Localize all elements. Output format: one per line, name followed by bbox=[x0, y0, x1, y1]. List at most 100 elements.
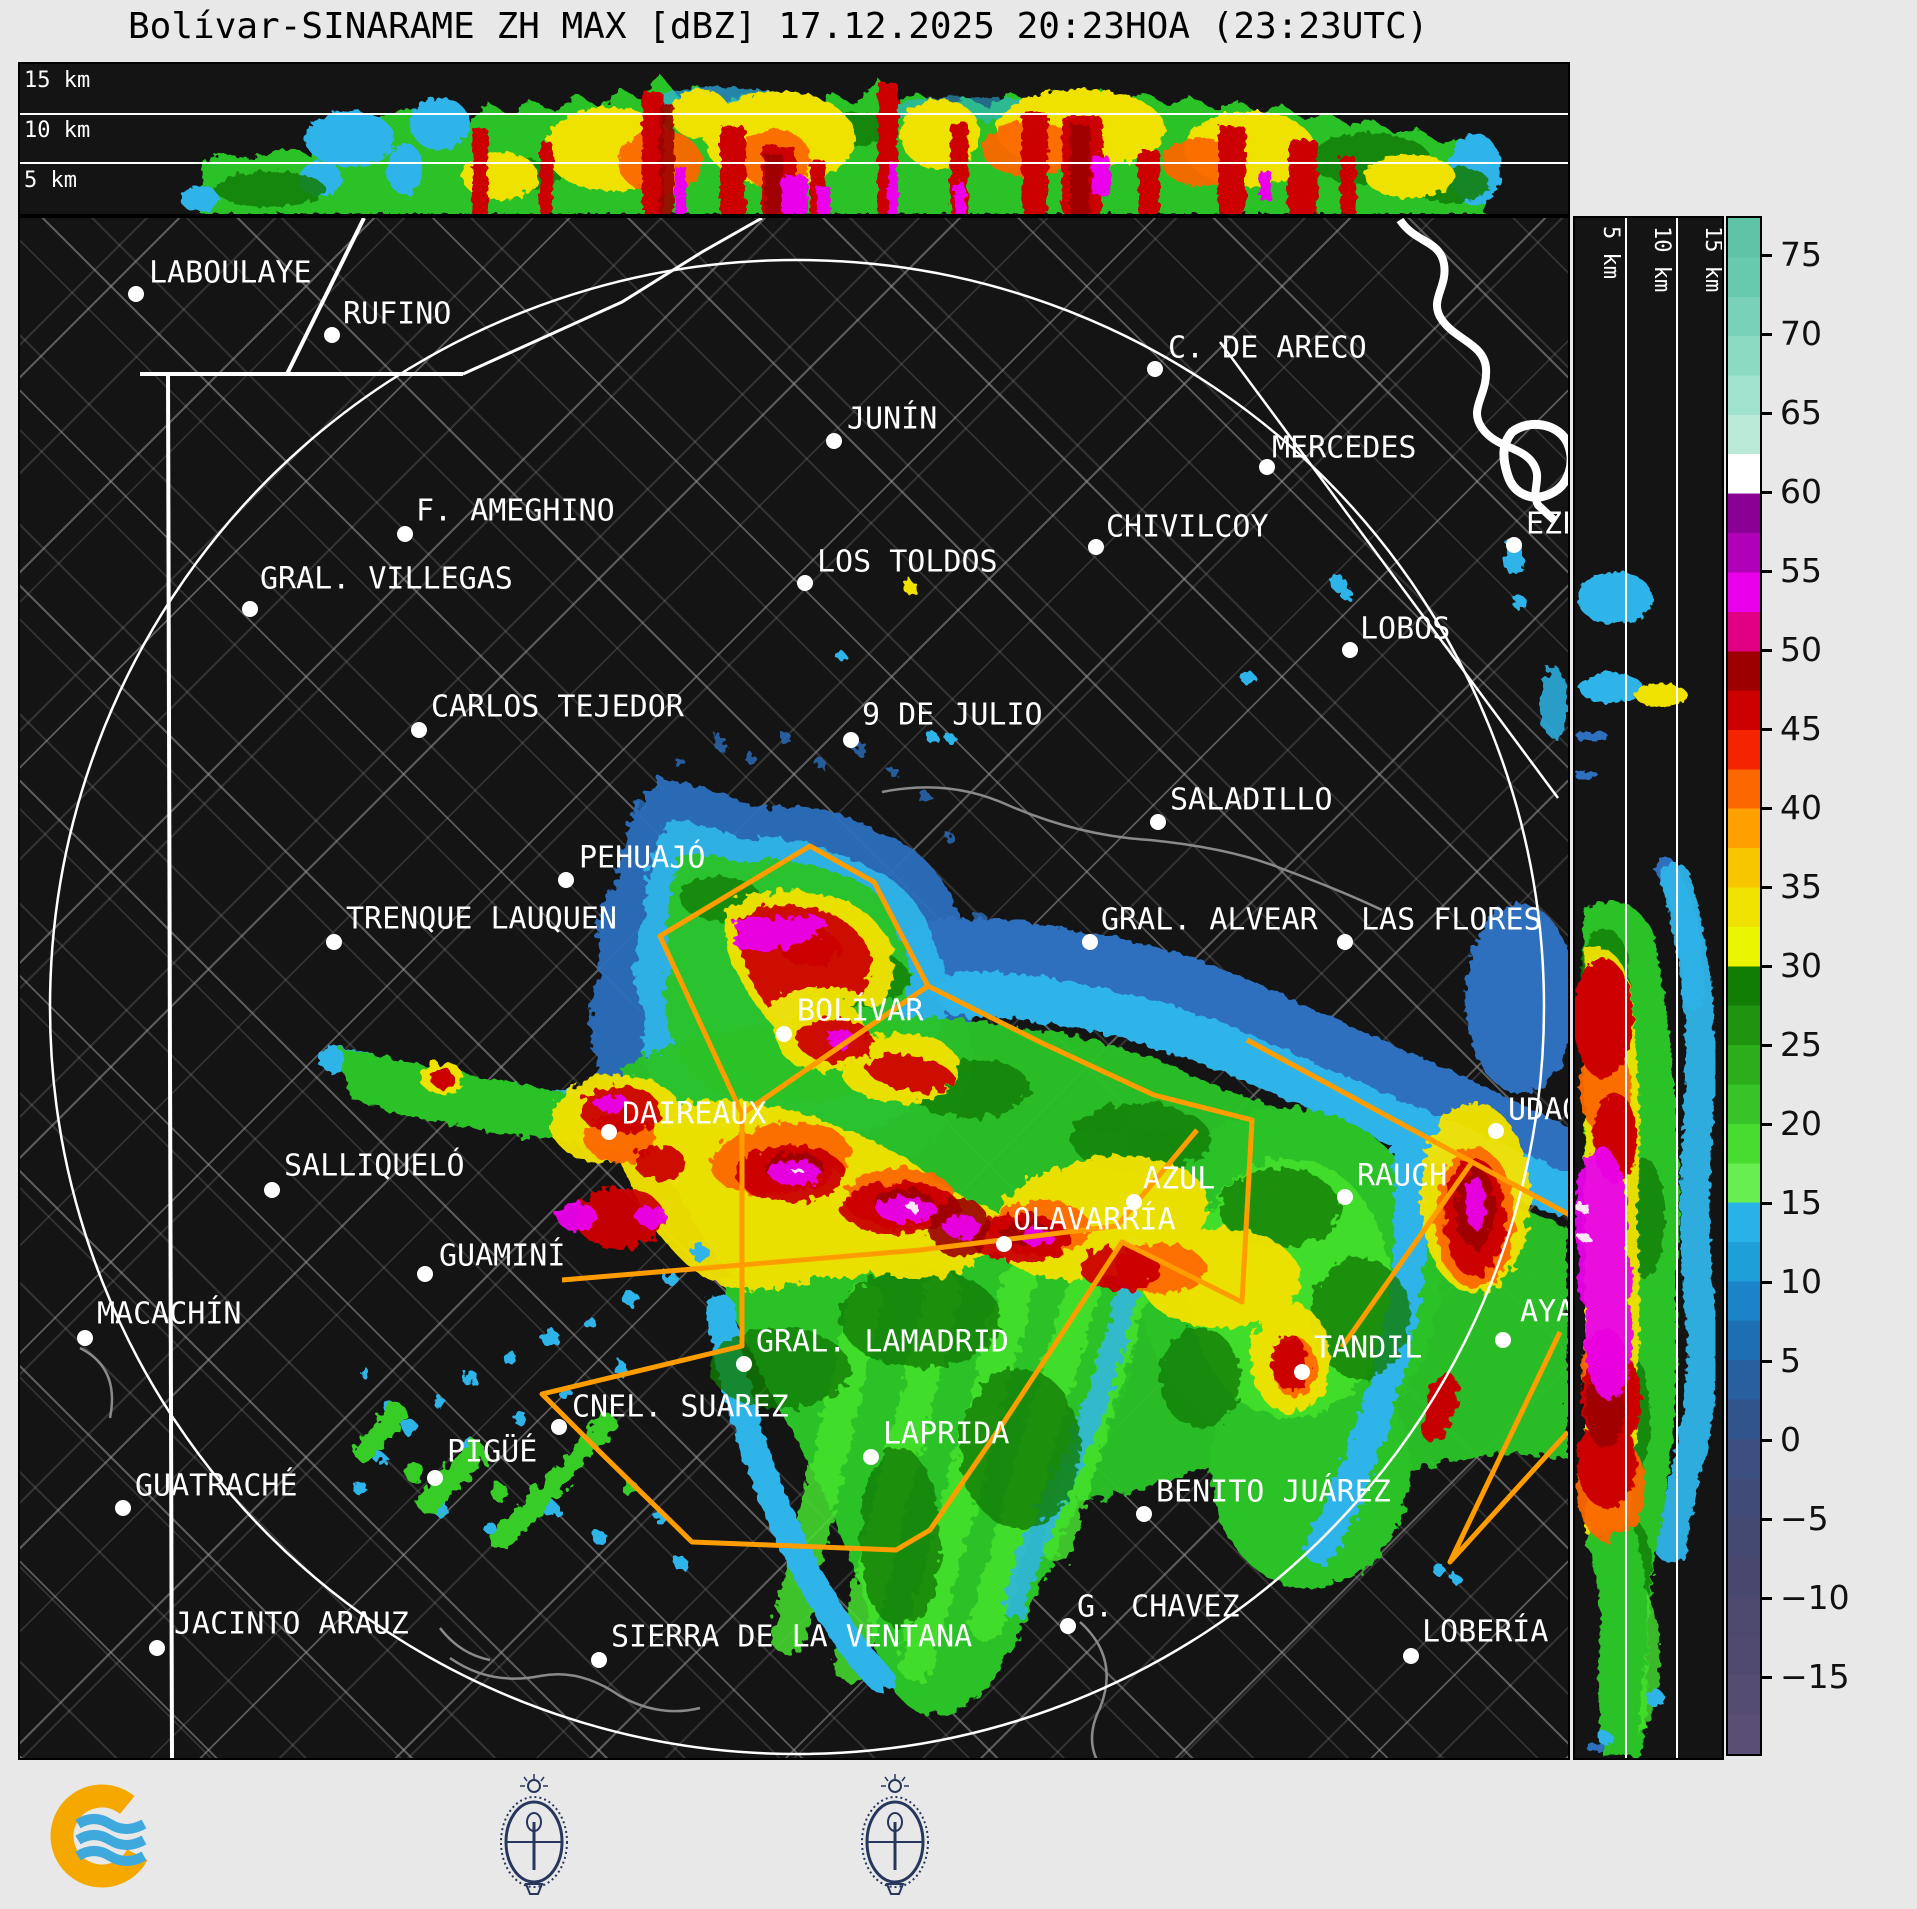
colorbar-tick-label: 70 bbox=[1780, 314, 1822, 354]
city-marker: G. CHAVEZ bbox=[1060, 1590, 1240, 1634]
city-marker: UDAQ bbox=[1488, 1093, 1568, 1139]
colorbar-tick-mark bbox=[1762, 1517, 1772, 1521]
city-marker: LOBOS bbox=[1342, 612, 1450, 658]
colorbar-tick-label: −15 bbox=[1780, 1657, 1850, 1697]
colorbar-tick-mark bbox=[1762, 1043, 1772, 1047]
top-reflectivity-art bbox=[180, 74, 1501, 214]
city-marker: CHIVILCOY bbox=[1088, 510, 1269, 555]
city-label: 9 DE JULIO bbox=[862, 698, 1043, 733]
city-label: BENITO JUÁREZ bbox=[1156, 1474, 1391, 1510]
city-label: TRENQUE LAUQUEN bbox=[346, 902, 617, 937]
right-cross-section-plot bbox=[1575, 218, 1718, 1758]
city-dot bbox=[843, 732, 859, 748]
top-cross-section-panel: 15 km 10 km 5 km bbox=[18, 62, 1570, 216]
city-dot bbox=[115, 1500, 131, 1516]
colorbar-tick-mark bbox=[1762, 1596, 1772, 1600]
city-dot bbox=[411, 722, 427, 738]
right-cross-section-panel: 5 km 10 km 15 km bbox=[1573, 216, 1724, 1760]
city-label: JUNÍN bbox=[847, 401, 937, 437]
colorbar-tick-mark bbox=[1762, 727, 1772, 731]
footer: Servicio Meteorológico Nacional Argentin… bbox=[0, 1764, 1917, 1909]
city-dot bbox=[1337, 1189, 1353, 1205]
colorbar-tick-mark bbox=[1762, 490, 1772, 494]
city-label: LOBERÍA bbox=[1422, 1614, 1548, 1650]
city-marker: SIERRA DE LA VENTANA bbox=[591, 1620, 972, 1668]
colorbar-tick-label: 10 bbox=[1780, 1262, 1822, 1302]
altitude-gridlines-right bbox=[1625, 218, 1678, 1758]
city-label: JACINTO ARAUZ bbox=[174, 1607, 409, 1642]
city-dot bbox=[1294, 1364, 1310, 1380]
colorbar-tick-label: 0 bbox=[1780, 1420, 1801, 1460]
city-label: SALLIQUELÓ bbox=[284, 1147, 465, 1184]
city-label: MERCEDES bbox=[1272, 431, 1417, 466]
colorbar-tick-label: 25 bbox=[1780, 1025, 1822, 1065]
economia-coat-of-arms bbox=[861, 1774, 929, 1895]
city-label: LOBOS bbox=[1360, 612, 1450, 647]
city-marker: 9 DE JULIO bbox=[843, 698, 1043, 748]
city-marker: OLAVARRÍA bbox=[996, 1202, 1176, 1252]
city-label: TANDIL bbox=[1314, 1331, 1422, 1366]
city-marker: SALLIQUELÓ bbox=[264, 1147, 465, 1198]
city-marker: CARLOS TEJEDOR bbox=[411, 690, 685, 738]
colorbar-tick-label: 20 bbox=[1780, 1104, 1822, 1144]
city-label: BOLÍVAR bbox=[797, 993, 924, 1029]
city-marker: AZUL bbox=[1126, 1162, 1215, 1210]
city-marker: AYA bbox=[1495, 1295, 1568, 1348]
city-marker: LOS TOLDOS bbox=[797, 545, 998, 591]
city-label: MACACHÍN bbox=[97, 1296, 242, 1332]
city-marker: MERCEDES bbox=[1259, 431, 1417, 475]
city-marker: RUFINO bbox=[324, 297, 451, 343]
range-ring bbox=[48, 258, 1546, 1756]
city-label: RUFINO bbox=[343, 297, 451, 332]
city-dot bbox=[324, 327, 340, 343]
city-dot bbox=[1337, 934, 1353, 950]
city-label: LAS FLORES bbox=[1361, 903, 1542, 938]
smn-waves bbox=[75, 1814, 147, 1866]
colorbar-tick-mark bbox=[1762, 332, 1772, 336]
warning-polygons bbox=[539, 843, 1568, 1565]
city-marker: CNEL. SUAREZ bbox=[551, 1390, 789, 1435]
city-dot bbox=[797, 575, 813, 591]
city-dot bbox=[1488, 1123, 1504, 1139]
city-marker: BENITO JUÁREZ bbox=[1136, 1474, 1391, 1522]
colorbar-tick-mark bbox=[1762, 1359, 1772, 1363]
city-marker: PEHUAJÓ bbox=[558, 839, 705, 888]
top-altitude-label-5km: 5 km bbox=[24, 168, 77, 193]
city-marker: GUATRACHÉ bbox=[115, 1468, 298, 1516]
city-dot bbox=[1060, 1618, 1076, 1634]
city-marker: DAIREAUX bbox=[601, 1097, 767, 1140]
city-label: GRAL. LAMADRID bbox=[756, 1325, 1009, 1360]
city-marker: GUAMINÍ bbox=[417, 1238, 565, 1282]
colorbar-tick-mark bbox=[1762, 1675, 1772, 1679]
colorbar-tick-label: 15 bbox=[1780, 1183, 1822, 1223]
city-marker: PIGÜÉ bbox=[427, 1434, 537, 1486]
city-dot bbox=[417, 1266, 433, 1282]
right-altitude-label-5km: 5 km bbox=[1598, 226, 1623, 279]
city-dot bbox=[1082, 934, 1098, 950]
city-label: CHIVILCOY bbox=[1106, 510, 1269, 545]
city-dot bbox=[601, 1124, 617, 1140]
city-label: EZE bbox=[1526, 507, 1568, 542]
city-marker: C. DE ARECO bbox=[1147, 331, 1367, 377]
right-altitude-label-15km: 15 km bbox=[1700, 226, 1724, 293]
colorbar-tick-label: 45 bbox=[1780, 709, 1822, 749]
city-label: G. CHAVEZ bbox=[1077, 1590, 1240, 1625]
top-altitude-label-10km: 10 km bbox=[24, 118, 91, 143]
city-marker: GRAL. LAMADRID bbox=[736, 1325, 1009, 1372]
city-dot bbox=[996, 1236, 1012, 1252]
city-label: CARLOS TEJEDOR bbox=[431, 690, 685, 725]
city-dot bbox=[77, 1330, 93, 1346]
city-dot bbox=[1403, 1648, 1419, 1664]
sw-speckles bbox=[353, 1244, 709, 1570]
city-label: UDAQ bbox=[1508, 1093, 1568, 1128]
colorbar-tick-label: −10 bbox=[1780, 1578, 1850, 1618]
colorbar-tick-label: 75 bbox=[1780, 235, 1822, 275]
city-dot bbox=[776, 1026, 792, 1042]
city-label: GRAL. ALVEAR bbox=[1101, 903, 1319, 938]
colorbar-tick-label: 50 bbox=[1780, 630, 1822, 670]
city-dot bbox=[427, 1470, 443, 1486]
city-marker: SALADILLO bbox=[1150, 783, 1333, 830]
colorbar-tick-mark bbox=[1762, 1438, 1772, 1442]
right-reflectivity-art bbox=[1575, 572, 1718, 1756]
city-marker: LAS FLORES bbox=[1337, 903, 1542, 950]
